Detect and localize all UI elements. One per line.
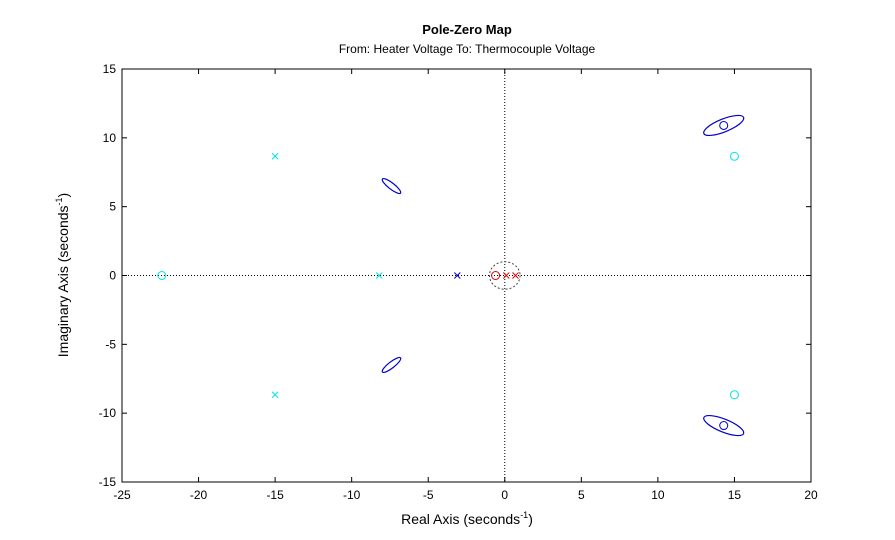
y-tick-label: 15	[103, 62, 117, 76]
pole-marker-stroke	[375, 272, 383, 279]
chart-title: Pole-Zero Map	[422, 22, 512, 37]
zero-marker	[729, 151, 739, 161]
pole-marker-stroke	[271, 391, 279, 399]
y-tick-label: 10	[103, 131, 117, 145]
x-tick-label: 20	[804, 488, 818, 502]
pole-marker-stroke	[502, 272, 510, 279]
reference-lines	[122, 69, 811, 482]
x-tick-label: -25	[113, 488, 131, 502]
zero-marker	[719, 120, 729, 130]
zero-marker	[729, 390, 739, 400]
x-tick-label: 10	[651, 488, 665, 502]
y-axis-label: Imaginary Axis (seconds-1)	[54, 193, 71, 357]
y-tick-label: -5	[105, 337, 116, 351]
y-tick-label: 0	[109, 269, 116, 283]
x-tick-label: 0	[501, 488, 508, 502]
confidence-ellipse	[381, 356, 402, 374]
confidence-ellipse	[703, 414, 745, 437]
x-tick-label: 5	[578, 488, 585, 502]
y-tick-label: 5	[109, 200, 116, 214]
chart-subtitle: From: Heater Voltage To: Thermocouple Vo…	[339, 42, 596, 56]
pole-marker	[502, 272, 510, 279]
x-tick-label: 15	[728, 488, 742, 502]
zero-marker	[491, 271, 501, 280]
zero-marker	[719, 421, 729, 431]
pole-marker-stroke	[453, 272, 461, 279]
chart-marks	[157, 114, 745, 437]
confidence-ellipse	[381, 177, 402, 195]
pole-marker	[453, 272, 461, 279]
x-tick-label: -20	[190, 488, 208, 502]
x-axis-label: Real Axis (seconds-1)	[401, 510, 533, 527]
x-tick-label: -10	[343, 488, 361, 502]
zero-marker	[157, 271, 167, 280]
pole-marker	[512, 272, 519, 279]
x-axis-ticks: -25 -20 -15 -10 -5 0 5 10 15 20	[113, 69, 818, 502]
y-tick-label: -10	[99, 406, 117, 420]
pole-marker-stroke	[271, 152, 279, 160]
x-tick-label: -15	[266, 488, 284, 502]
pole-marker	[375, 272, 383, 279]
pole-marker	[271, 152, 279, 160]
pole-marker-stroke	[512, 272, 519, 279]
pole-marker	[271, 391, 279, 399]
y-tick-label: -15	[99, 475, 117, 489]
x-tick-label: -5	[423, 488, 434, 502]
dotted-unit-circle	[488, 261, 521, 290]
confidence-ellipse	[703, 114, 745, 137]
y-axis-ticks: -15 -10 -5 0 5 10 15	[99, 62, 811, 489]
